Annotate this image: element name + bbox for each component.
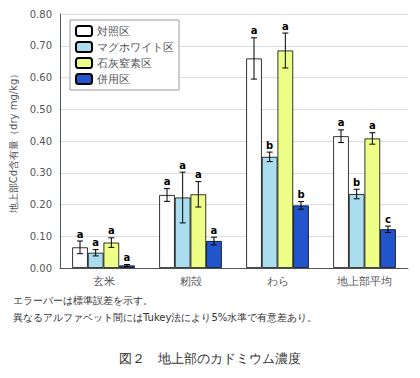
svg-text:a: a — [164, 176, 171, 187]
svg-text:a: a — [369, 120, 376, 131]
svg-text:a: a — [338, 117, 345, 128]
svg-text:a: a — [124, 252, 131, 263]
svg-text:異なるアルファベット間にはTukey法により5%水準で有意差: 異なるアルファベット間にはTukey法により5%水準で有意差あり。 — [13, 312, 317, 323]
svg-text:0.30: 0.30 — [30, 167, 52, 178]
svg-text:籾殻: 籾殻 — [180, 275, 202, 288]
svg-text:a: a — [211, 225, 218, 236]
svg-text:0.10: 0.10 — [30, 231, 52, 242]
svg-text:地上部平均: 地上部平均 — [336, 275, 392, 288]
svg-text:エラーバーは標準誤差を示す。: エラーバーは標準誤差を示す。 — [13, 295, 153, 306]
svg-text:b: b — [266, 140, 273, 151]
svg-text:b: b — [353, 177, 360, 188]
svg-text:a: a — [195, 169, 202, 180]
svg-text:対照区: 対照区 — [97, 25, 130, 38]
svg-text:図２ 地上部のカドミウム濃度: 図２ 地上部のカドミウム濃度 — [119, 351, 301, 366]
svg-text:0.00: 0.00 — [30, 263, 52, 274]
svg-text:併用区: 併用区 — [97, 73, 130, 86]
svg-text:わら: わら — [267, 275, 289, 288]
svg-text:a: a — [251, 25, 258, 36]
svg-text:0.80: 0.80 — [30, 9, 52, 20]
svg-text:玄米: 玄米 — [93, 275, 115, 288]
svg-text:0.70: 0.70 — [30, 40, 52, 51]
svg-text:c: c — [385, 214, 391, 225]
svg-text:石灰窒素区: 石灰窒素区 — [97, 57, 152, 70]
svg-text:a: a — [92, 237, 99, 248]
svg-text:0.20: 0.20 — [30, 199, 52, 210]
svg-text:a: a — [179, 160, 186, 171]
svg-text:0.40: 0.40 — [30, 136, 52, 147]
svg-text:0.50: 0.50 — [30, 104, 52, 115]
svg-text:b: b — [297, 189, 304, 200]
svg-text:0.60: 0.60 — [30, 72, 52, 83]
svg-text:a: a — [77, 229, 84, 240]
svg-text:a: a — [282, 21, 289, 32]
svg-text:地上部Cd含有量（dry mg/kg）: 地上部Cd含有量（dry mg/kg） — [8, 69, 19, 214]
svg-text:マグホワイト区: マグホワイト区 — [97, 41, 174, 54]
svg-text:a: a — [108, 225, 115, 236]
